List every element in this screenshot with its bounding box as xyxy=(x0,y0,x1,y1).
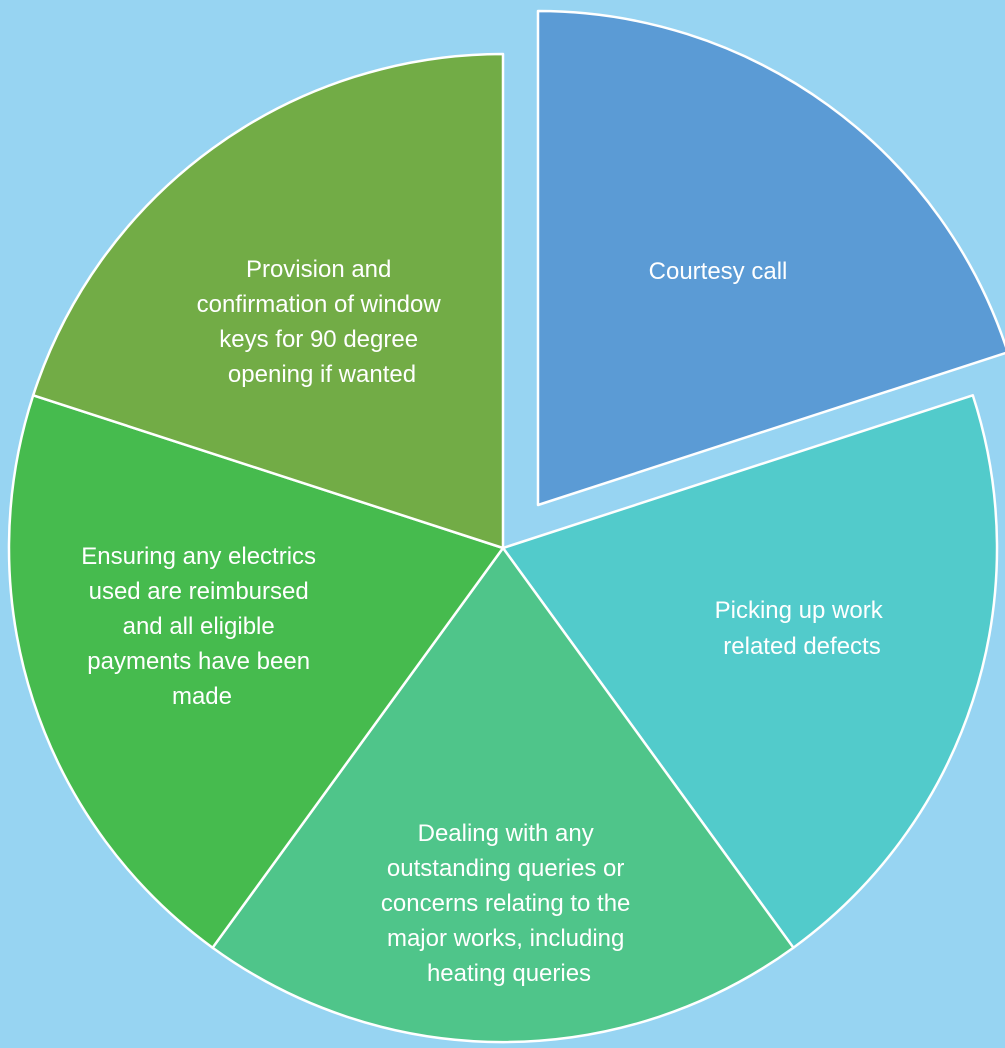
segment-courtesy-call: Courtesy call xyxy=(536,9,1005,507)
label-line: confirmation of window xyxy=(197,291,442,318)
label-line: Courtesy call xyxy=(649,258,788,285)
segment-ensuring-electrics: Ensuring any electrics used are reimburs… xyxy=(7,394,505,949)
segment-provision-window-keys-label: Provision and confirmation of window key… xyxy=(197,256,448,388)
label-line: payments have been xyxy=(87,648,310,675)
segment-courtesy-call-shape xyxy=(536,9,1005,507)
label-line: made xyxy=(172,683,232,710)
segment-provision-window-keys-shape xyxy=(31,52,505,550)
segment-courtesy-call-label: Courtesy call xyxy=(649,258,788,285)
label-line: concerns relating to the xyxy=(381,890,630,917)
segment-dealing-with-queries: Dealing with any outstanding queries or … xyxy=(211,546,795,1044)
label-line: and all eligible xyxy=(123,613,275,640)
label-line: heating queries xyxy=(427,960,591,987)
segment-provision-window-keys: Provision and confirmation of window key… xyxy=(31,52,505,550)
label-line: opening if wanted xyxy=(228,361,416,388)
label-line: Ensuring any electrics xyxy=(81,543,316,570)
segment-dealing-with-queries-shape xyxy=(211,546,795,1044)
label-line: outstanding queries or xyxy=(387,855,625,882)
segment-picking-up-defects-label: Picking up work related defects xyxy=(715,597,890,660)
label-line: related defects xyxy=(723,633,880,660)
segment-ensuring-electrics-label: Ensuring any electrics used are reimburs… xyxy=(81,543,322,710)
label-line: major works, including xyxy=(387,925,624,952)
segment-ensuring-electrics-shape xyxy=(7,394,505,949)
label-line: Dealing with any xyxy=(418,820,594,847)
segment-dealing-with-queries-label: Dealing with any outstanding queries or … xyxy=(381,820,637,987)
label-line: used are reimbursed xyxy=(89,578,309,605)
segment-picking-up-defects-shape xyxy=(501,394,999,949)
label-line: keys for 90 degree xyxy=(219,326,418,353)
label-line: Provision and xyxy=(246,256,391,283)
segment-picking-up-defects: Picking up work related defects xyxy=(501,394,999,949)
label-line: Picking up work xyxy=(715,597,884,624)
